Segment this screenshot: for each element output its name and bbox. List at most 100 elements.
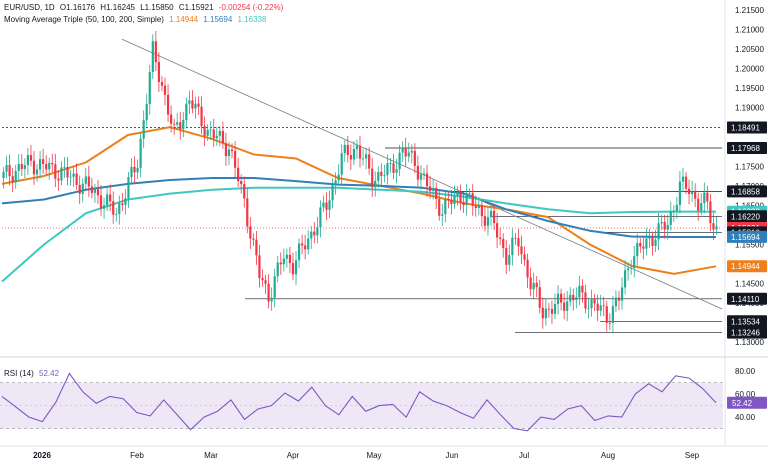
candle: [480, 199, 483, 227]
candle: [529, 267, 532, 297]
candle-body: [684, 176, 688, 189]
candle-body: [112, 201, 115, 215]
candle-body: [78, 184, 81, 194]
candle-body: [383, 175, 386, 177]
candle-body: [584, 292, 587, 309]
ma50-value: 1.14944: [169, 15, 199, 24]
candle-body: [645, 238, 648, 249]
candle: [124, 189, 127, 215]
candle-body: [169, 114, 173, 124]
candle: [258, 244, 261, 288]
ma200-value: 1.16338: [237, 15, 267, 24]
candle-body: [273, 276, 276, 298]
candle: [106, 187, 109, 212]
candle: [514, 233, 517, 245]
symbol-title: EUR/USD, 1D: [4, 3, 55, 12]
candle-body: [535, 282, 538, 288]
candle-body: [209, 129, 212, 131]
candle: [413, 143, 416, 174]
candle: [78, 175, 81, 204]
candle: [578, 275, 581, 306]
candle: [462, 191, 465, 213]
candle: [57, 170, 60, 191]
candle-body: [307, 238, 310, 250]
candle-body: [569, 294, 572, 302]
candle-body: [343, 144, 346, 154]
price-tag-label: 1.18491: [731, 124, 760, 133]
candle: [508, 244, 511, 272]
candle: [227, 141, 231, 165]
candle-body: [492, 210, 496, 224]
price-tick-label: 1.15500: [735, 240, 764, 249]
candle-body: [304, 245, 307, 250]
candle: [453, 185, 456, 209]
candle: [364, 147, 368, 170]
rsi-tick-label: 40.00: [735, 413, 756, 422]
rsi-legend[interactable]: RSI (14) 52.42: [4, 369, 62, 378]
candle: [270, 287, 273, 311]
candle-body: [355, 145, 359, 150]
candle-body: [620, 287, 624, 301]
candle-body: [361, 158, 365, 160]
candle-body: [221, 130, 224, 144]
candle-body: [185, 103, 188, 120]
candle-body: [401, 147, 404, 153]
candle: [499, 227, 502, 246]
ma-legend[interactable]: Moving Average Triple (50, 100, 200, Sim…: [4, 15, 269, 24]
candle-body: [2, 171, 5, 178]
candle: [288, 246, 292, 274]
candle: [422, 168, 426, 180]
candle-body: [291, 263, 295, 275]
candle-body: [328, 200, 331, 210]
candle: [282, 248, 285, 272]
high-value: H1.16245: [100, 3, 135, 12]
candle-body: [157, 62, 161, 83]
candle: [383, 164, 386, 183]
candle: [496, 212, 499, 249]
price-tag: 1.14110: [727, 292, 767, 305]
candle: [343, 140, 346, 162]
candle: [706, 185, 709, 210]
candle: [304, 234, 307, 260]
candle-body: [121, 203, 124, 205]
candle: [657, 212, 660, 251]
candle: [60, 161, 63, 186]
rsi-tick-label: 60.00: [735, 390, 756, 399]
candle: [96, 179, 100, 205]
candle-body: [486, 217, 490, 226]
open-value: O1.16176: [59, 3, 96, 12]
price-tag-box: [727, 326, 767, 339]
candle-body: [505, 247, 508, 265]
time-label: Mar: [204, 451, 218, 460]
candle: [450, 190, 453, 215]
candle: [230, 143, 234, 159]
candle-body: [17, 163, 20, 171]
candle-body: [267, 283, 270, 302]
candle-body: [54, 164, 57, 179]
candle: [645, 227, 648, 256]
candle-body: [587, 308, 590, 309]
candle: [709, 194, 712, 232]
symbol-legend[interactable]: EUR/USD, 1D O1.16176 H1.16245 L1.15850 C…: [4, 3, 286, 12]
candle-body: [14, 170, 17, 183]
candle: [191, 90, 194, 114]
candle-body: [346, 144, 349, 156]
candle: [523, 246, 526, 266]
price-tag: 1.16220: [727, 210, 767, 223]
candle-body: [66, 167, 69, 178]
candle: [459, 184, 462, 211]
candle: [109, 184, 112, 212]
candle-body: [118, 203, 121, 215]
candle: [273, 268, 276, 308]
candle-body: [441, 214, 444, 216]
candle-body: [590, 299, 593, 309]
candle: [407, 142, 410, 163]
candle-body: [471, 193, 474, 206]
candle-body: [130, 166, 133, 177]
candle-body: [444, 199, 447, 215]
candle: [148, 64, 151, 115]
candle: [392, 153, 395, 180]
candle-body: [413, 150, 416, 166]
candle: [297, 238, 301, 268]
candle: [38, 150, 42, 179]
